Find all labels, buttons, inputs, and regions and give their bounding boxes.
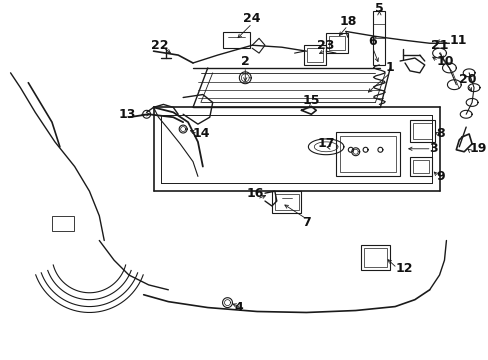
Bar [373,11,385,65]
Bar [304,45,325,65]
Text: 9: 9 [436,170,444,183]
Text: 6: 6 [367,35,376,48]
Bar [335,132,399,176]
Text: 17: 17 [317,138,334,150]
Bar [409,157,431,176]
Text: 4: 4 [234,301,243,314]
Bar [360,246,389,270]
Text: 23: 23 [317,39,334,52]
Bar [363,248,386,267]
Text: 16: 16 [246,186,263,200]
Bar [222,32,250,48]
Bar [339,136,395,172]
Text: 1: 1 [385,62,394,75]
Text: 22: 22 [150,39,168,52]
Bar [412,123,431,139]
Text: 5: 5 [374,2,383,15]
Text: 15: 15 [302,94,320,107]
Text: 8: 8 [436,127,444,140]
Text: 19: 19 [468,142,486,155]
Text: 24: 24 [243,12,261,25]
Bar [325,33,347,53]
Text: 11: 11 [448,34,466,47]
Text: 18: 18 [339,15,356,28]
Bar [271,191,301,213]
Bar [52,216,74,231]
Bar [328,36,344,50]
Text: 10: 10 [436,54,453,68]
Bar [409,120,434,142]
Text: 2: 2 [241,54,249,68]
Text: 3: 3 [429,142,437,155]
Bar [307,48,323,62]
Text: 20: 20 [458,73,476,86]
Text: 12: 12 [394,262,412,275]
Text: 21: 21 [430,39,447,52]
Text: 14: 14 [193,127,210,140]
Bar [274,194,298,210]
Text: 7: 7 [302,216,310,229]
Text: 13: 13 [118,108,135,121]
Bar [412,159,428,174]
